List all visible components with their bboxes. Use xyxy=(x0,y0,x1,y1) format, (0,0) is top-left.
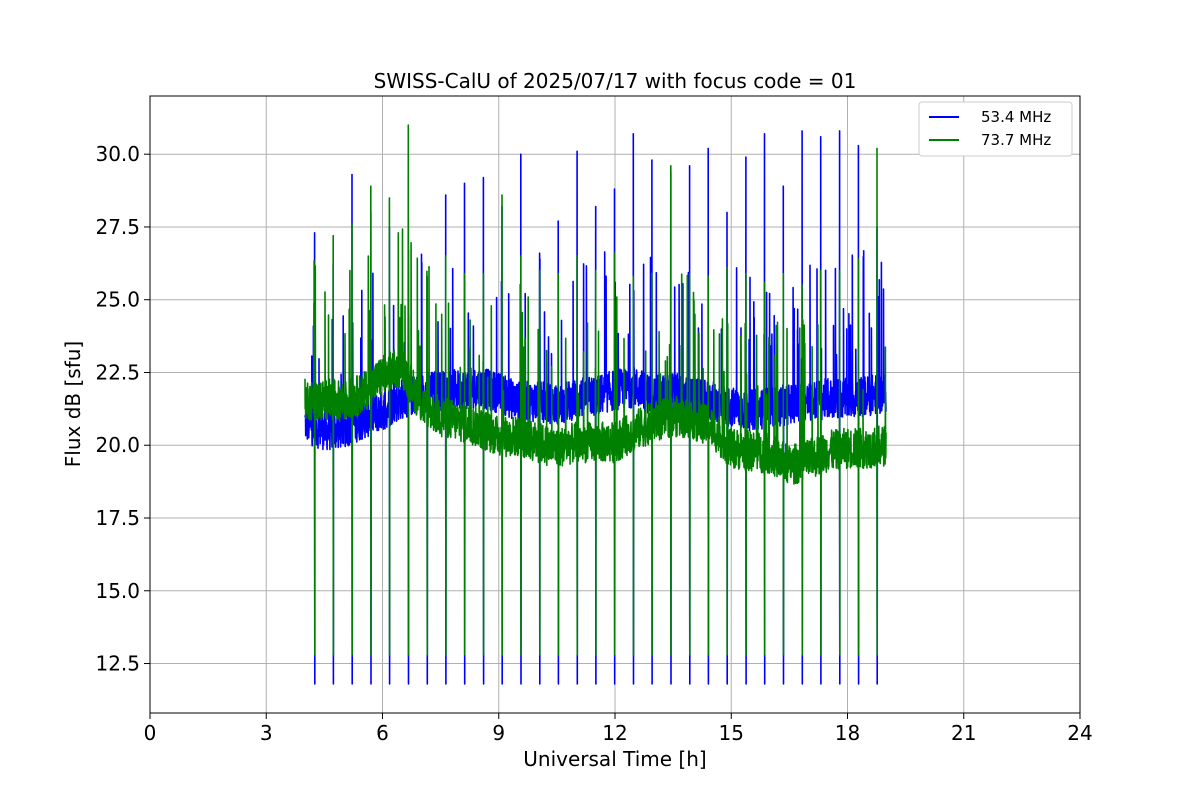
chart-title: SWISS-CalU of 2025/07/17 with focus code… xyxy=(374,69,857,93)
x-tick-label: 12 xyxy=(602,721,627,745)
y-tick-label: 30.0 xyxy=(95,142,140,166)
y-tick-label: 20.0 xyxy=(95,433,140,457)
y-tick-label: 12.5 xyxy=(95,652,140,676)
series-layer xyxy=(304,124,887,685)
y-tick-label: 15.0 xyxy=(95,579,140,603)
y-tick-label: 22.5 xyxy=(95,360,140,384)
y-tick-label: 25.0 xyxy=(95,288,140,312)
x-tick-label: 9 xyxy=(492,721,505,745)
y-tick-label: 17.5 xyxy=(95,506,140,530)
x-tick-label: 3 xyxy=(260,721,273,745)
x-tick-label: 15 xyxy=(719,721,744,745)
y-tick-label: 27.5 xyxy=(95,215,140,239)
x-tick-label: 0 xyxy=(144,721,157,745)
legend-label-53-4: 53.4 MHz xyxy=(981,108,1051,126)
series-0 xyxy=(304,130,887,685)
x-tick-label: 18 xyxy=(835,721,860,745)
legend: 53.4 MHz 73.7 MHz xyxy=(918,101,1073,157)
x-axis-label: Universal Time [h] xyxy=(523,747,706,771)
x-tick-label: 6 xyxy=(376,721,389,745)
x-axis: 0 3 6 9 12 15 18 21 24 xyxy=(144,713,1093,745)
series-1 xyxy=(304,124,887,656)
y-axis-label: Flux dB [sfu] xyxy=(61,341,85,467)
y-axis: 12.5 15.0 17.5 20.0 22.5 25.0 27.5 30.0 xyxy=(95,142,150,676)
x-tick-label: 21 xyxy=(951,721,976,745)
series-line xyxy=(304,124,887,656)
legend-label-73-7: 73.7 MHz xyxy=(981,131,1051,149)
x-tick-label: 24 xyxy=(1067,721,1092,745)
legend-box xyxy=(918,101,1073,157)
series-line xyxy=(304,130,887,685)
